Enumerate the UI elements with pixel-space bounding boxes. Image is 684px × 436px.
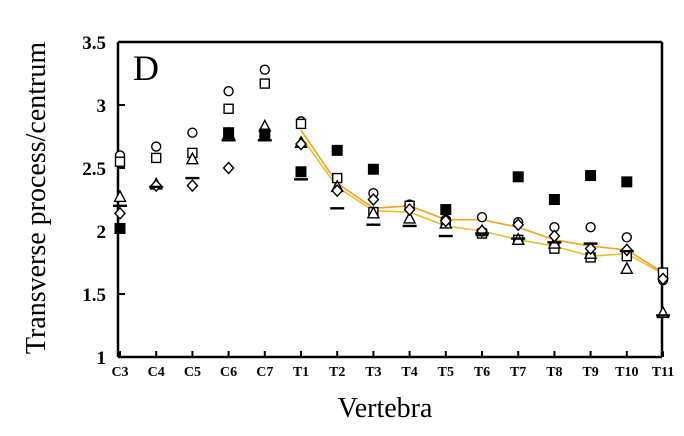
data-point-filled-square bbox=[621, 176, 633, 188]
data-point-diamond bbox=[114, 206, 126, 220]
data-point-filled-square bbox=[331, 144, 343, 156]
data-point-diamond bbox=[439, 214, 452, 228]
data-point-triangle bbox=[366, 205, 381, 219]
data-point-diamond bbox=[186, 179, 199, 193]
x-tick-label: T7 bbox=[510, 365, 526, 380]
x-tick-label: T5 bbox=[438, 365, 454, 380]
y-tick-label: 2.5 bbox=[82, 159, 106, 180]
series-line-0 bbox=[300, 129, 664, 274]
series-circle bbox=[114, 64, 669, 286]
x-tick-label: C5 bbox=[184, 365, 201, 380]
x-tick-label: T8 bbox=[546, 365, 562, 380]
data-point-diamond bbox=[150, 179, 163, 193]
data-point-diamond bbox=[403, 203, 416, 217]
data-point-filled-square bbox=[114, 222, 126, 234]
y-axis-title: Transverse process/centrum bbox=[21, 42, 52, 355]
data-point-triangle bbox=[620, 261, 634, 274]
x-tick-label: C3 bbox=[111, 365, 128, 380]
series-line-1 bbox=[300, 136, 664, 275]
x-tick-label: T9 bbox=[582, 365, 598, 380]
data-point-diamond bbox=[222, 161, 235, 175]
data-point-filled-square bbox=[367, 163, 379, 175]
x-tick-label: T10 bbox=[615, 365, 638, 380]
trend-line bbox=[300, 136, 664, 275]
data-point-circle bbox=[187, 127, 198, 138]
data-point-diamond bbox=[512, 218, 525, 232]
x-tick-label: T1 bbox=[293, 365, 309, 380]
x-axis-title: Vertebra bbox=[338, 393, 433, 424]
data-point-circle bbox=[476, 211, 488, 223]
data-point-filled-square bbox=[295, 166, 307, 178]
data-point-diamond bbox=[367, 192, 380, 207]
trend-line bbox=[300, 129, 664, 274]
data-point-diamond bbox=[584, 242, 597, 256]
data-point-square bbox=[150, 152, 162, 164]
y-tick-label: 1.5 bbox=[82, 285, 106, 306]
x-tick-label: C4 bbox=[148, 365, 165, 380]
data-point-diamond bbox=[657, 272, 669, 286]
x-tick-label: T2 bbox=[329, 365, 345, 380]
data-point-square bbox=[114, 156, 126, 167]
data-point-filled-square bbox=[548, 194, 560, 205]
y-tick-label: 1 bbox=[97, 348, 107, 369]
data-point-circle bbox=[223, 85, 234, 97]
series-layer bbox=[113, 64, 670, 319]
data-point-filled-square bbox=[223, 127, 235, 139]
data-point-diamond bbox=[331, 184, 344, 198]
y-tick-label: 2 bbox=[97, 222, 107, 243]
data-point-diamond bbox=[620, 243, 633, 257]
series-diamond bbox=[114, 137, 669, 286]
data-point-triangle bbox=[402, 210, 417, 224]
y-tick-label: 3 bbox=[97, 96, 107, 117]
labels: D Vertebra Transverse process/centrum bbox=[21, 42, 433, 424]
data-point-circle bbox=[585, 222, 596, 233]
y-tick-label: 3.5 bbox=[82, 33, 106, 54]
data-point-triangle bbox=[113, 189, 127, 203]
data-point-filled-square bbox=[440, 204, 452, 216]
x-tick-label: C7 bbox=[256, 365, 273, 380]
data-point-filled-square bbox=[512, 171, 524, 183]
data-point-filled-square bbox=[259, 128, 271, 140]
data-point-square bbox=[295, 118, 307, 130]
x-tick-label: T11 bbox=[652, 365, 675, 380]
x-tick-label: T6 bbox=[474, 365, 490, 380]
axes: 1 1.5 2 2.5 3 3.5 C3 C4 C5 C6 C7 T1 T2 T3 T4 T5 T6 T7 T8 T9… bbox=[82, 33, 674, 380]
series-filled-square bbox=[114, 127, 633, 234]
data-point-circle bbox=[621, 232, 632, 243]
data-point-diamond bbox=[295, 137, 307, 151]
x-tick-label: C6 bbox=[220, 365, 237, 380]
data-point-triangle bbox=[185, 151, 200, 165]
x-tick-label: T3 bbox=[365, 365, 381, 380]
panel-label: D bbox=[133, 48, 159, 88]
x-tick-label: T4 bbox=[401, 365, 417, 380]
data-point-circle bbox=[259, 64, 270, 75]
series-triangle bbox=[113, 118, 670, 319]
data-point-square bbox=[223, 103, 234, 114]
data-point-square bbox=[259, 78, 270, 89]
series-dash bbox=[113, 139, 670, 317]
data-point-circle bbox=[150, 141, 162, 152]
data-point-filled-square bbox=[585, 170, 597, 182]
